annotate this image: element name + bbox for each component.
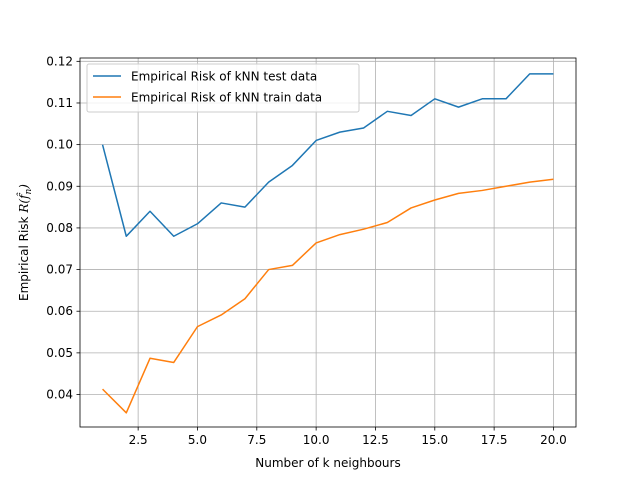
grid bbox=[80, 58, 576, 427]
axis-ticks: 2.5 5.0 7.5 10.0 12.5 15.0 17.5 20.0 0.04 0.05 0.0… bbox=[46, 54, 567, 447]
x-tick-label: 15.0 bbox=[421, 433, 448, 447]
x-tick-label: 12.5 bbox=[362, 433, 389, 447]
y-tick-label: 0.10 bbox=[46, 138, 73, 152]
x-tick-label: 2.5 bbox=[129, 433, 148, 447]
y-tick-label: 0.08 bbox=[46, 221, 73, 235]
x-tick-label: 17.5 bbox=[481, 433, 508, 447]
x-tick-label: 7.5 bbox=[247, 433, 266, 447]
legend-label: Empirical Risk of kNN test data bbox=[131, 70, 317, 84]
x-tick-label: 5.0 bbox=[188, 433, 207, 447]
x-axis-label: Number of k neighbours bbox=[255, 456, 400, 470]
y-tick-label: 0.05 bbox=[46, 346, 73, 360]
x-tick-label: 10.0 bbox=[303, 433, 330, 447]
legend-label: Empirical Risk of kNN train data bbox=[131, 91, 322, 105]
legend: Empirical Risk of kNN test data Empirical… bbox=[86, 63, 360, 113]
plot-frame bbox=[79, 57, 577, 428]
x-tick-label: 20.0 bbox=[540, 433, 567, 447]
y-axis-label-text: Empirical Risk bbox=[17, 216, 31, 301]
series-lines bbox=[101, 73, 554, 414]
y-tick-label: 0.09 bbox=[46, 179, 73, 193]
series-line-train bbox=[102, 178, 554, 414]
legend-box bbox=[86, 63, 360, 113]
y-tick-label: 0.12 bbox=[46, 54, 73, 68]
y-axis-label: Empirical Risk R(f̂n) bbox=[15, 184, 34, 301]
y-tick-label: 0.06 bbox=[46, 304, 73, 318]
series-line-test bbox=[101, 73, 554, 237]
y-tick-label: 0.07 bbox=[46, 263, 73, 277]
y-axis-label-math: R(f̂n) bbox=[15, 184, 34, 217]
y-tick-label: 0.11 bbox=[46, 96, 73, 110]
y-tick-label: 0.04 bbox=[46, 388, 73, 402]
